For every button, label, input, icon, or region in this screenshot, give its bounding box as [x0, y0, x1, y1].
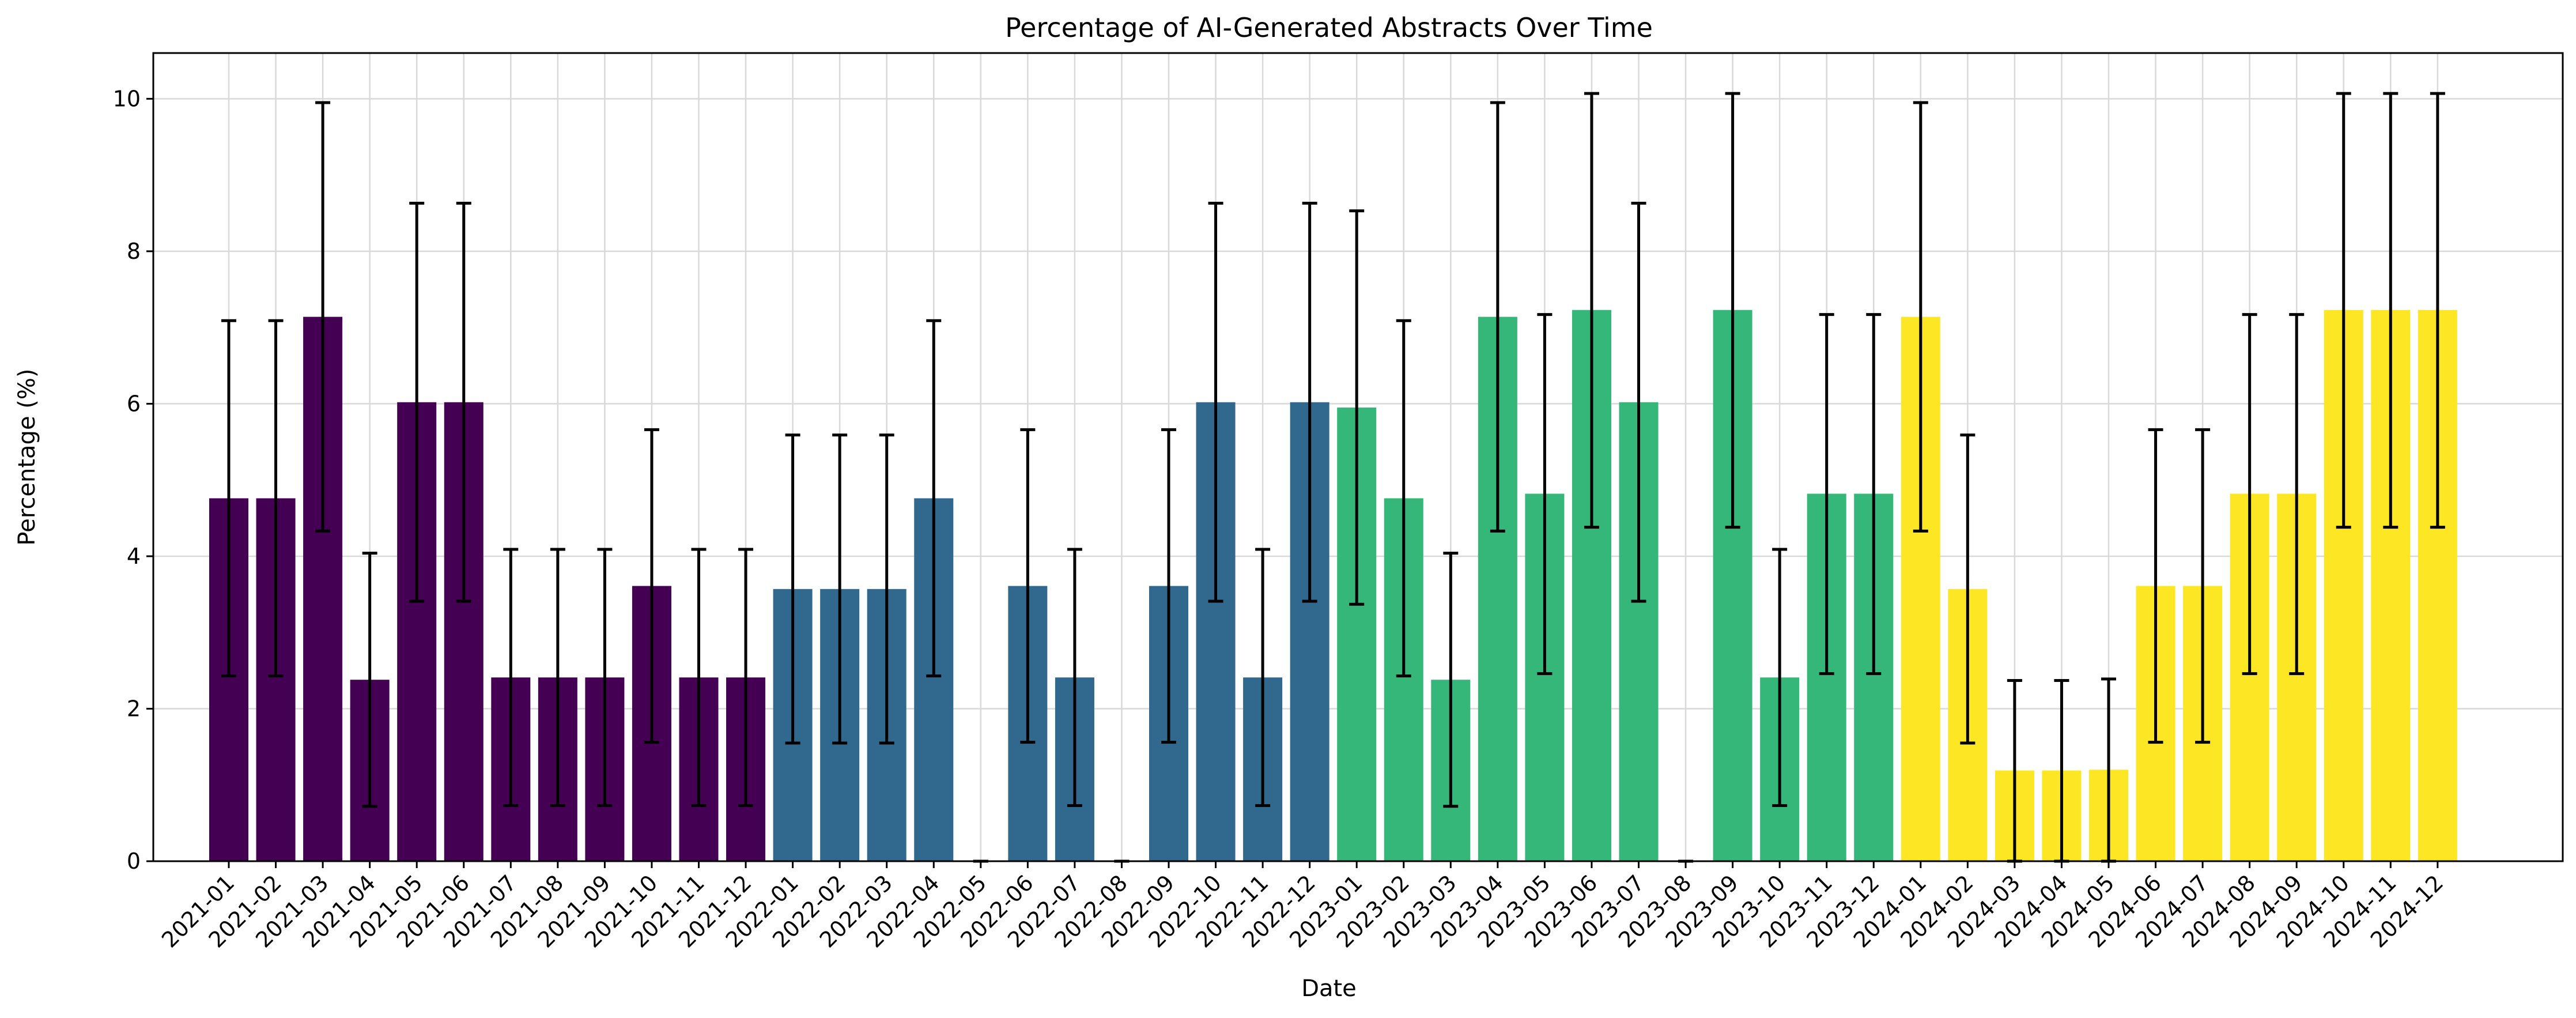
- y-axis: 0 2 4 6 8 10: [113, 86, 153, 874]
- errorbars-layer: [221, 92, 2445, 863]
- y-axis-label: Percentage (%): [14, 369, 40, 546]
- y-tick-label: 2: [127, 696, 141, 721]
- y-tick-label: 0: [127, 849, 141, 874]
- y-tick-label: 10: [113, 86, 141, 111]
- x-axis-label: Date: [1301, 975, 1357, 1002]
- y-tick-label: 4: [127, 544, 141, 569]
- y-tick-label: 8: [127, 239, 141, 264]
- plot-frame: [152, 52, 2564, 862]
- y-tick-label: 6: [127, 391, 141, 416]
- bars-layer: [209, 310, 2457, 861]
- chart-title: Percentage of AI-Generated Abstracts Ove…: [1005, 12, 1653, 43]
